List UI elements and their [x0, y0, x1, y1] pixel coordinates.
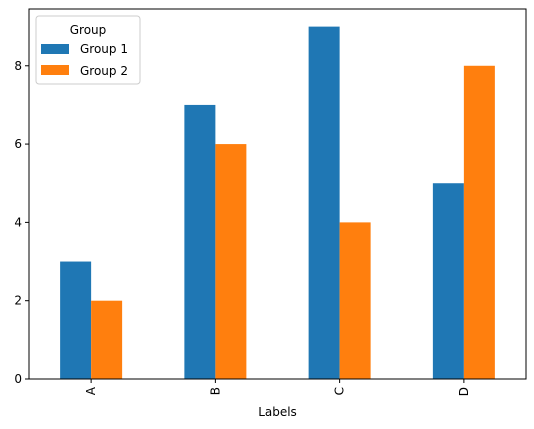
legend-label-group-1: Group 1 [80, 42, 128, 56]
legend-label-group-2: Group 2 [80, 64, 128, 78]
x-tick-label: B [208, 387, 222, 395]
x-tick-label: C [333, 387, 347, 395]
axes-frame [28, 8, 527, 380]
bar-group-1-a [60, 261, 92, 379]
x-tick-label: A [84, 386, 98, 395]
bar-group-2-c [339, 222, 371, 379]
y-tick-label: 2 [14, 294, 22, 308]
y-axis: 0 2 4 6 8 [14, 59, 29, 386]
bar-group-1-d [432, 183, 464, 379]
legend-swatch-group-2 [41, 65, 69, 75]
bar-group-1-b [184, 104, 216, 379]
bar-group-2-d [463, 65, 495, 379]
y-tick-label: 0 [14, 372, 22, 386]
bar-group-1-c [308, 26, 340, 379]
legend-title: Group [70, 23, 107, 37]
y-tick-label: 6 [14, 137, 22, 151]
x-tick-label: D [457, 387, 471, 396]
bar-group-2-b [215, 144, 247, 379]
legend-swatch-group-1 [41, 44, 69, 54]
legend: Group Group 1 Group 2 [35, 15, 141, 85]
y-tick-label: 8 [14, 59, 22, 73]
x-axis-title: Labels [258, 405, 297, 419]
y-tick-label: 4 [14, 215, 22, 229]
x-axis: A B C D [84, 379, 471, 396]
bar-group-2-a [91, 300, 123, 379]
bars-layer [60, 26, 495, 379]
